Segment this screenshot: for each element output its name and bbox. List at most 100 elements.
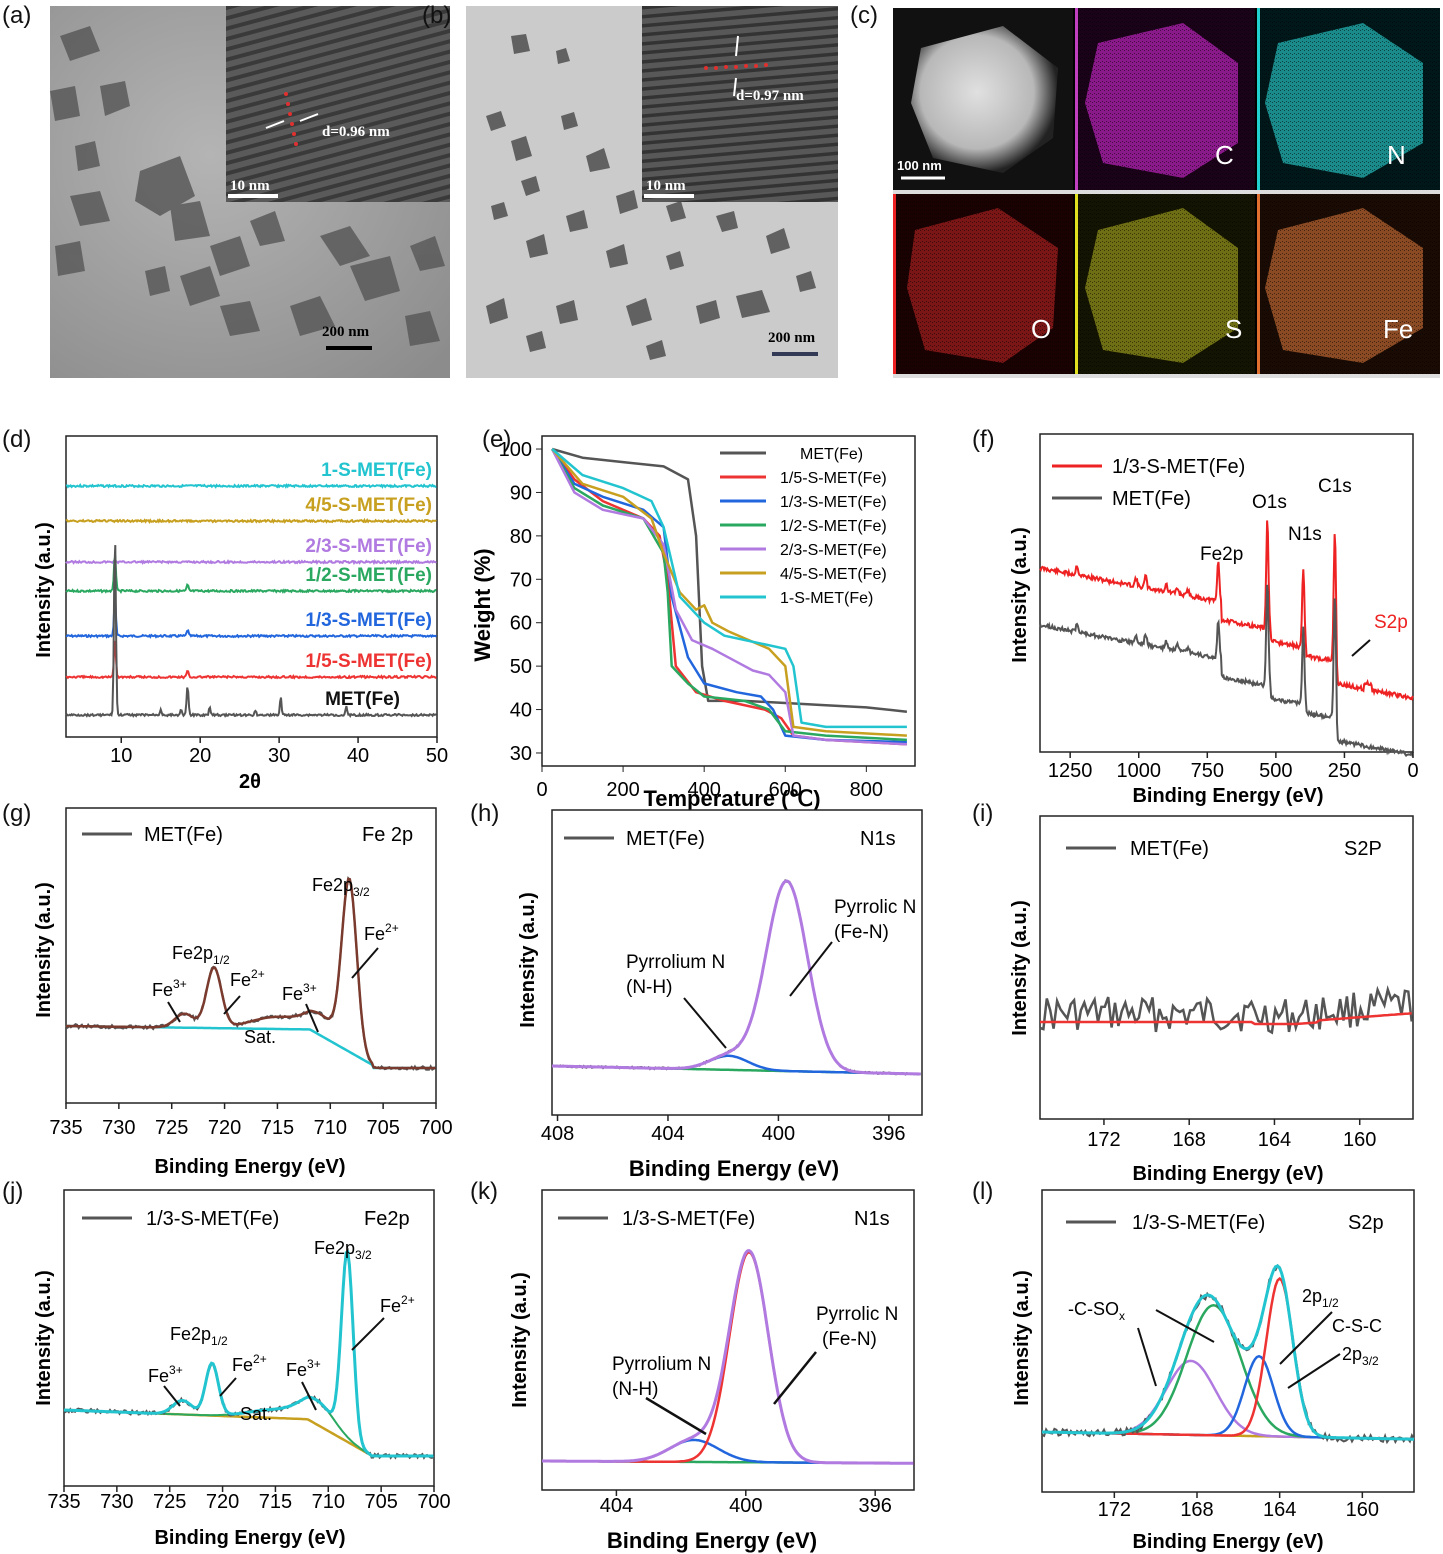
eds-map-grid: 100 nm C N O S Fe [893,8,1440,378]
ann-j-fe2b: Fe2+ [380,1293,415,1316]
map-fe-label: Fe [1383,314,1414,344]
x-axis-ticks-k: 404 400 396 [600,1490,892,1517]
y-tick-label: 50 [510,656,532,678]
eds-maps [893,8,1440,378]
legend-i: MET(Fe) [1130,838,1209,860]
ann-l-p12: 2p1/2 [1302,1286,1339,1310]
x-axis-label-i: Binding Energy (eV) [1132,1163,1323,1185]
scale-bar-b [772,352,818,356]
ann-h-pyrrolium: Pyrrolium N [626,952,725,973]
panel-b-label: (b) [422,2,452,29]
ann-j-fe2p12: Fe2p1/2 [170,1324,228,1348]
panel-l-label: (l) [972,1178,994,1205]
tem-image-b: d=0.97 nm 10 nm 200 nm [466,6,838,378]
x-tick-label: 250 [1328,760,1361,782]
y-tick-label: 70 [510,569,532,591]
lattice-spacing-a: d=0.96 nm [322,124,390,140]
x-tick-label: 50 [426,745,448,767]
chart-d-xrd: 1-S-MET(Fe) 4/5-S-MET(Fe) 2/3-S-MET(Fe) 1/2… [33,435,448,793]
x-axis-label-d: 2θ [239,771,261,793]
y-tick-label: 30 [510,743,532,765]
x-axis-label-k: Binding Energy (eV) [607,1528,817,1553]
title-i: S2P [1344,838,1382,860]
eds-scale-label: 100 nm [897,158,942,173]
y-axis-label-g: Intensity (a.u.) [33,882,55,1018]
chart-e-tga: 0 200 400 600 800 30 40 50 60 70 80 90 100 MET(Fe) 1/… [470,435,916,811]
x-tick-label: 725 [153,1491,186,1513]
scale-bar-label-a: 200 nm [322,324,370,340]
x-tick-label: 396 [858,1495,891,1517]
x-axis-ticks-i: 172 168 164 160 [1087,1119,1376,1151]
y-axis-label-e: Weight (%) [470,548,495,661]
x-tick-label: 404 [600,1495,633,1517]
legend-entry: 4/5-S-MET(Fe) [780,566,887,583]
ann-h-nh: (N-H) [626,977,672,998]
x-axis-ticks-g: 735 730 725 720 715 710 705 700 [49,1103,453,1139]
legend-entry: 1/5-S-MET(Fe) [780,470,887,487]
fit-envelope-g [66,877,436,1070]
ann-j-sat: Sat. [240,1404,272,1424]
x-tick-label: 725 [155,1117,188,1139]
inset-scale-a: 10 nm [230,178,270,194]
x-tick-label: 164 [1258,1129,1291,1151]
x-tick-label: 705 [366,1117,399,1139]
xrd-series-labels: 1-S-MET(Fe) 4/5-S-MET(Fe) 2/3-S-MET(Fe) 1/2… [305,460,432,710]
xrd-curve-0 [65,483,437,489]
xrd-curve-5 [65,640,437,680]
legend-entry: MET(Fe) [800,446,863,463]
x-axis-label-g: Binding Energy (eV) [154,1156,345,1178]
ann-k-fen: (Fe-N) [822,1329,877,1350]
hrtem-inset-b: d=0.97 nm 10 nm [642,6,838,202]
title-h: N1s [860,828,896,850]
ann-j-fe3a: Fe3+ [148,1363,183,1386]
x-tick-label: 160 [1346,1499,1379,1521]
xrd-series-label: 1/3-S-MET(Fe) [305,610,432,631]
chart-i-s2p: MET(Fe) S2P 172 168 164 160 Binding Energy … [1009,815,1414,1185]
plot-frame-d [65,435,438,738]
xrd-series-label: 4/5-S-MET(Fe) [305,495,432,516]
x-tick-label: 715 [261,1117,294,1139]
ann-j-fe3b: Fe3+ [286,1357,321,1380]
legend-entry: 1-S-MET(Fe) [780,590,873,607]
x-axis-ticks-f: 1250 1000 750 500 250 0 [1048,752,1419,782]
y-tick-label: 60 [510,613,532,635]
legend-k: 1/3-S-MET(Fe) [622,1208,755,1230]
x-axis-label-f: Binding Energy (eV) [1132,785,1323,807]
ann-g-fe2p32: Fe2p3/2 [312,875,370,899]
ann-k-pyrrolic: Pyrrolic N [816,1304,898,1325]
xrd-series-label: 1/2-S-MET(Fe) [305,565,432,586]
scale-bar-a [326,346,372,350]
ann-h-fen: (Fe-N) [834,922,889,943]
ann-h-pyrrolic: Pyrrolic N [834,897,916,918]
x-axis-ticks-l: 172 168 164 160 [1098,1492,1379,1521]
x-tick-label: 715 [259,1491,292,1513]
legend-j: 1/3-S-MET(Fe) [146,1208,279,1230]
title-g: Fe 2p [362,824,413,846]
x-tick-label: 720 [208,1117,241,1139]
panel-i-label: (i) [972,800,994,827]
x-tick-label: 730 [100,1491,133,1513]
legend-f-1: 1/3-S-MET(Fe) [1112,456,1245,478]
peak-label-fe2p: Fe2p [1200,544,1243,565]
xrd-curve-2 [65,559,437,566]
xrd-curve-3 [65,555,437,595]
legend-entry: 2/3-S-MET(Fe) [780,542,887,559]
panel-d-label: (d) [2,426,32,453]
x-tick-label: 800 [850,779,883,801]
x-tick-label: 400 [762,1123,795,1145]
peak-label-s2p: S2p [1374,612,1408,633]
x-tick-label: 0 [536,779,547,801]
plot-frame-e [541,435,916,767]
legend-h: MET(Fe) [626,828,705,850]
tga-curve-6 [551,448,907,729]
panel-k-label: (k) [470,1178,498,1205]
xrd-series-label: 2/3-S-MET(Fe) [305,536,432,557]
panel-j-label: (j) [2,1178,24,1205]
x-tick-label: 10 [110,745,132,767]
x-tick-label: 720 [206,1491,239,1513]
y-axis-label-k: Intensity (a.u.) [509,1272,531,1408]
ann-j-fe2a: Fe2+ [232,1352,267,1375]
y-tick-label: 90 [510,482,532,504]
tga-curve-3 [551,448,907,742]
x-tick-label: 705 [364,1491,397,1513]
